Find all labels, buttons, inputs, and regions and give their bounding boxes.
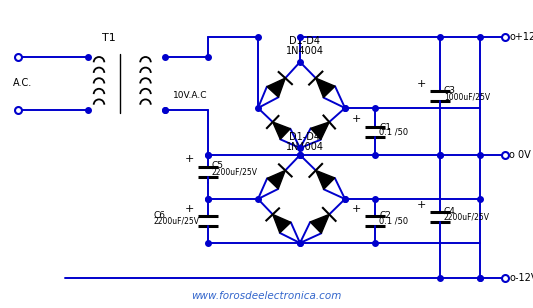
Text: 2200uF/25V: 2200uF/25V (212, 168, 258, 176)
Text: 0.1 /50: 0.1 /50 (379, 217, 408, 226)
Text: 2200uF/25V: 2200uF/25V (153, 217, 199, 226)
Text: 0.1 /50: 0.1 /50 (379, 128, 408, 136)
Text: 2200uF/25V: 2200uF/25V (444, 213, 490, 221)
Text: +: + (184, 155, 194, 164)
Text: o 0V: o 0V (509, 150, 531, 160)
Text: 1N4004: 1N4004 (286, 142, 324, 152)
Polygon shape (273, 214, 291, 233)
Text: C3: C3 (444, 86, 456, 95)
Polygon shape (316, 170, 335, 189)
Text: C1: C1 (379, 124, 391, 132)
Text: +: + (417, 79, 426, 89)
Text: A.C.: A.C. (13, 79, 33, 88)
Text: 1000uF/25V: 1000uF/25V (444, 92, 490, 101)
Text: www.forosdeelectronica.com: www.forosdeelectronica.com (191, 291, 341, 301)
Text: T1: T1 (102, 33, 116, 43)
Polygon shape (267, 78, 285, 97)
Polygon shape (310, 214, 329, 233)
Polygon shape (316, 78, 335, 98)
Text: 1N4004: 1N4004 (286, 46, 324, 56)
Text: o-12V: o-12V (509, 273, 533, 283)
Text: D1-D4: D1-D4 (289, 132, 320, 142)
Text: D1-D4: D1-D4 (289, 36, 320, 46)
Text: C2: C2 (379, 211, 391, 220)
Polygon shape (273, 122, 290, 139)
Text: +: + (417, 200, 426, 209)
Polygon shape (267, 170, 285, 189)
Text: 10V.A.C: 10V.A.C (173, 91, 207, 100)
Text: C6: C6 (153, 211, 165, 220)
Text: +: + (352, 204, 361, 214)
Polygon shape (311, 122, 329, 140)
Text: C4: C4 (444, 206, 456, 216)
Text: C5: C5 (212, 161, 224, 171)
Text: o+12V: o+12V (509, 32, 533, 42)
Text: +: + (184, 204, 194, 214)
Text: +: + (352, 115, 361, 124)
